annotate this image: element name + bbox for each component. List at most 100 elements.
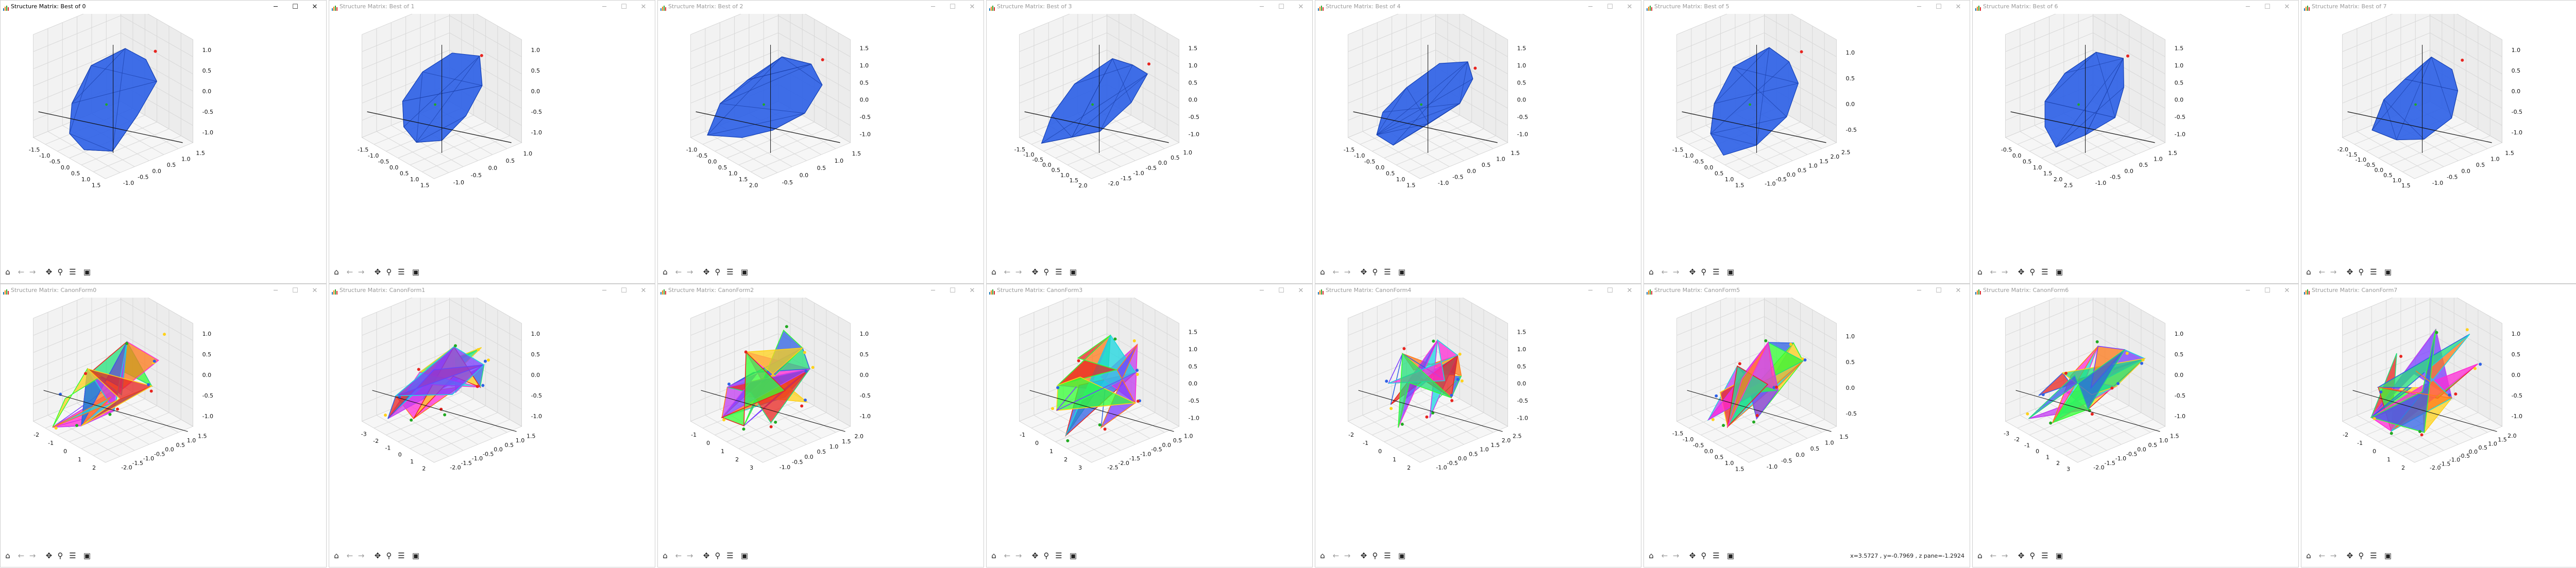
title-bar[interactable]: Structure Matrix: Best of 7─☐✕ <box>2301 1 2576 14</box>
zoom-icon[interactable]: ⚲ <box>386 551 392 560</box>
close-button[interactable]: ✕ <box>640 287 647 295</box>
home-icon[interactable]: ⌂ <box>2306 267 2311 277</box>
configure-subplots-icon[interactable]: ☰ <box>2370 267 2377 277</box>
title-bar[interactable]: Structure Matrix: Best of 6 ─ ☐ ✕ <box>1973 1 2298 14</box>
forward-arrow-icon[interactable]: → <box>686 551 693 560</box>
title-bar[interactable]: Structure Matrix: CanonForm0 ─ ☐ ✕ <box>1 284 326 298</box>
configure-subplots-icon[interactable]: ☰ <box>1713 551 1720 560</box>
plot-canvas[interactable]: -1.5 -1.0 -0.5 0.0 0.5 1.0 1.5 -1.0 -0.5 0.0 0.5 1.… <box>1644 284 1970 545</box>
maximize-button[interactable]: ☐ <box>1278 287 1284 295</box>
pan-icon[interactable]: ✥ <box>1031 267 1039 277</box>
forward-arrow-icon[interactable]: → <box>2330 267 2337 277</box>
configure-subplots-icon[interactable]: ☰ <box>726 551 734 560</box>
close-button[interactable]: ✕ <box>2284 287 2290 295</box>
minimize-button[interactable]: ─ <box>1260 287 1264 295</box>
back-arrow-icon[interactable]: ← <box>346 267 353 277</box>
plot-canvas[interactable]: -2 -1 0 1 2 -2.0 -1.5 -1.0 -0.5 0.0 0.5 1.0 1.5 2.0 1.… <box>2301 284 2576 545</box>
home-icon[interactable]: ⌂ <box>1649 551 1654 560</box>
zoom-icon[interactable]: ⚲ <box>2029 267 2036 277</box>
title-bar[interactable]: Structure Matrix: Best of 3 ─ ☐ ✕ <box>987 1 1312 14</box>
maximize-button[interactable]: ☐ <box>2264 287 2270 295</box>
plot-window[interactable]: Structure Matrix: CanonForm2 ─ ☐ ✕ -1 0 1 2 3 -1.… <box>657 284 984 567</box>
title-bar[interactable]: Structure Matrix: CanonForm7─☐✕ <box>2301 284 2576 298</box>
minimize-button[interactable]: ─ <box>1260 3 1264 11</box>
home-icon[interactable]: ⌂ <box>1977 551 1982 560</box>
title-bar[interactable]: Structure Matrix: Best of 1 ─ ☐ ✕ <box>329 1 655 14</box>
pan-icon[interactable]: ✥ <box>1360 551 1367 560</box>
plot-window[interactable]: Structure Matrix: Best of 2 ─ ☐ ✕ -1.0 -0.5 0.… <box>657 0 984 284</box>
save-icon[interactable]: ▣ <box>740 551 749 560</box>
save-icon[interactable]: ▣ <box>1069 551 1077 560</box>
home-icon[interactable]: ⌂ <box>663 267 668 277</box>
plot-canvas[interactable]: -1 0 1 2 3 -2.5 -2.0 -1.5 -1.0 -0.5 0.0 0.5 1.0 1.5 1.… <box>987 284 1312 545</box>
minimize-button[interactable]: ─ <box>931 3 935 11</box>
pan-icon[interactable]: ✥ <box>2346 267 2353 277</box>
plot-canvas[interactable]: -1.5 -1.0 -0.5 0.0 0.5 1.0 1.5 -1.0 -0.5 0.0 0.5 1.… <box>1315 1 1641 261</box>
configure-subplots-icon[interactable]: ☰ <box>398 551 405 560</box>
forward-arrow-icon[interactable]: → <box>358 267 365 277</box>
minimize-button[interactable]: ─ <box>1917 287 1921 295</box>
back-arrow-icon[interactable]: ← <box>1332 267 1340 277</box>
close-button[interactable]: ✕ <box>1298 3 1304 11</box>
configure-subplots-icon[interactable]: ☰ <box>2370 551 2377 560</box>
plot-canvas[interactable]: -1.5 -1.0 -0.5 0.0 0.5 1.0 1.5 2.0 -2.0 -1.5 -1.0-… <box>987 1 1312 261</box>
minimize-button[interactable]: ─ <box>2246 287 2250 295</box>
zoom-icon[interactable]: ⚲ <box>715 551 721 560</box>
forward-arrow-icon[interactable]: → <box>2330 551 2337 560</box>
forward-arrow-icon[interactable]: → <box>686 267 693 277</box>
close-button[interactable]: ✕ <box>312 287 318 295</box>
minimize-button[interactable]: ─ <box>1588 287 1592 295</box>
back-arrow-icon[interactable]: ← <box>1661 267 1668 277</box>
plot-canvas[interactable]: -1.5 -1.0 -0.5 0.0 0.5 1.0 1.5 -1.0 -0.5 0.0 0.5 1.… <box>1 1 326 261</box>
title-bar[interactable]: Structure Matrix: CanonForm2 ─ ☐ ✕ <box>658 284 984 298</box>
zoom-icon[interactable]: ⚲ <box>386 267 392 277</box>
back-arrow-icon[interactable]: ← <box>2318 551 2326 560</box>
save-icon[interactable]: ▣ <box>1069 267 1077 277</box>
back-arrow-icon[interactable]: ← <box>18 267 25 277</box>
title-bar[interactable]: Structure Matrix: CanonForm4 ─ ☐ ✕ <box>1315 284 1641 298</box>
save-icon[interactable]: ▣ <box>1398 267 1406 277</box>
minimize-button[interactable]: ─ <box>2246 3 2250 11</box>
forward-arrow-icon[interactable]: → <box>2001 551 2008 560</box>
maximize-button[interactable]: ☐ <box>621 3 627 11</box>
save-icon[interactable]: ▣ <box>2384 551 2392 560</box>
plot-canvas[interactable]: -1.5 -1.0 -0.5 0.0 0.5 1.0 1.5 -1.0 -0.5 0.0 0.5 1.… <box>1644 1 1970 261</box>
close-button[interactable]: ✕ <box>1298 287 1304 295</box>
minimize-button[interactable]: ─ <box>931 287 935 295</box>
maximize-button[interactable]: ☐ <box>1607 3 1613 11</box>
forward-arrow-icon[interactable]: → <box>1672 267 1680 277</box>
forward-arrow-icon[interactable]: → <box>1344 267 1351 277</box>
zoom-icon[interactable]: ⚲ <box>57 267 63 277</box>
zoom-icon[interactable]: ⚲ <box>715 267 721 277</box>
plot-window[interactable]: Structure Matrix: Best of 6 ─ ☐ ✕ -0.5 0.0 0.5… <box>1972 0 2299 284</box>
maximize-button[interactable]: ☐ <box>2264 3 2270 11</box>
save-icon[interactable]: ▣ <box>83 267 91 277</box>
plot-window[interactable]: Structure Matrix: Best of 1 ─ ☐ ✕ -1.5 -1.0 -0… <box>329 0 655 284</box>
zoom-icon[interactable]: ⚲ <box>2029 551 2036 560</box>
configure-subplots-icon[interactable]: ☰ <box>69 551 76 560</box>
close-button[interactable]: ✕ <box>969 3 975 11</box>
plot-canvas[interactable]: -1.5 -1.0 -0.5 0.0 0.5 1.0 1.5 -1.0 -0.5 0.0 0.5 1.… <box>329 1 655 261</box>
save-icon[interactable]: ▣ <box>412 551 420 560</box>
configure-subplots-icon[interactable]: ☰ <box>726 267 734 277</box>
plot-window[interactable]: Structure Matrix: Best of 3 ─ ☐ ✕ -1.5 -1.0 -0… <box>986 0 1313 284</box>
minimize-button[interactable]: ─ <box>1917 3 1921 11</box>
pan-icon[interactable]: ✥ <box>703 551 710 560</box>
close-button[interactable]: ✕ <box>1955 287 1961 295</box>
zoom-icon[interactable]: ⚲ <box>1043 551 1049 560</box>
save-icon[interactable]: ▣ <box>2055 551 2063 560</box>
maximize-button[interactable]: ☐ <box>292 287 298 295</box>
minimize-button[interactable]: ─ <box>1588 3 1592 11</box>
forward-arrow-icon[interactable]: → <box>2001 267 2008 277</box>
plot-window[interactable]: Structure Matrix: CanonForm4 ─ ☐ ✕ -2 -1 0 1 2 -1… <box>1315 284 1641 567</box>
pan-icon[interactable]: ✥ <box>2346 551 2353 560</box>
forward-arrow-icon[interactable]: → <box>29 267 36 277</box>
back-arrow-icon[interactable]: ← <box>1004 267 1011 277</box>
home-icon[interactable]: ⌂ <box>5 267 10 277</box>
zoom-icon[interactable]: ⚲ <box>1372 551 1378 560</box>
plot-window[interactable]: Structure Matrix: CanonForm3 ─ ☐ ✕ -1 0 1 2 3 -2.… <box>986 284 1313 567</box>
home-icon[interactable]: ⌂ <box>1320 551 1325 560</box>
title-bar[interactable]: Structure Matrix: Best of 5 ─ ☐ ✕ <box>1644 1 1970 14</box>
back-arrow-icon[interactable]: ← <box>2318 267 2326 277</box>
plot-canvas[interactable]: -0.5 0.0 0.5 1.0 1.5 2.0 2.5 -1.0 -0.5 0.0 0.5 1.0 1… <box>1973 1 2298 261</box>
